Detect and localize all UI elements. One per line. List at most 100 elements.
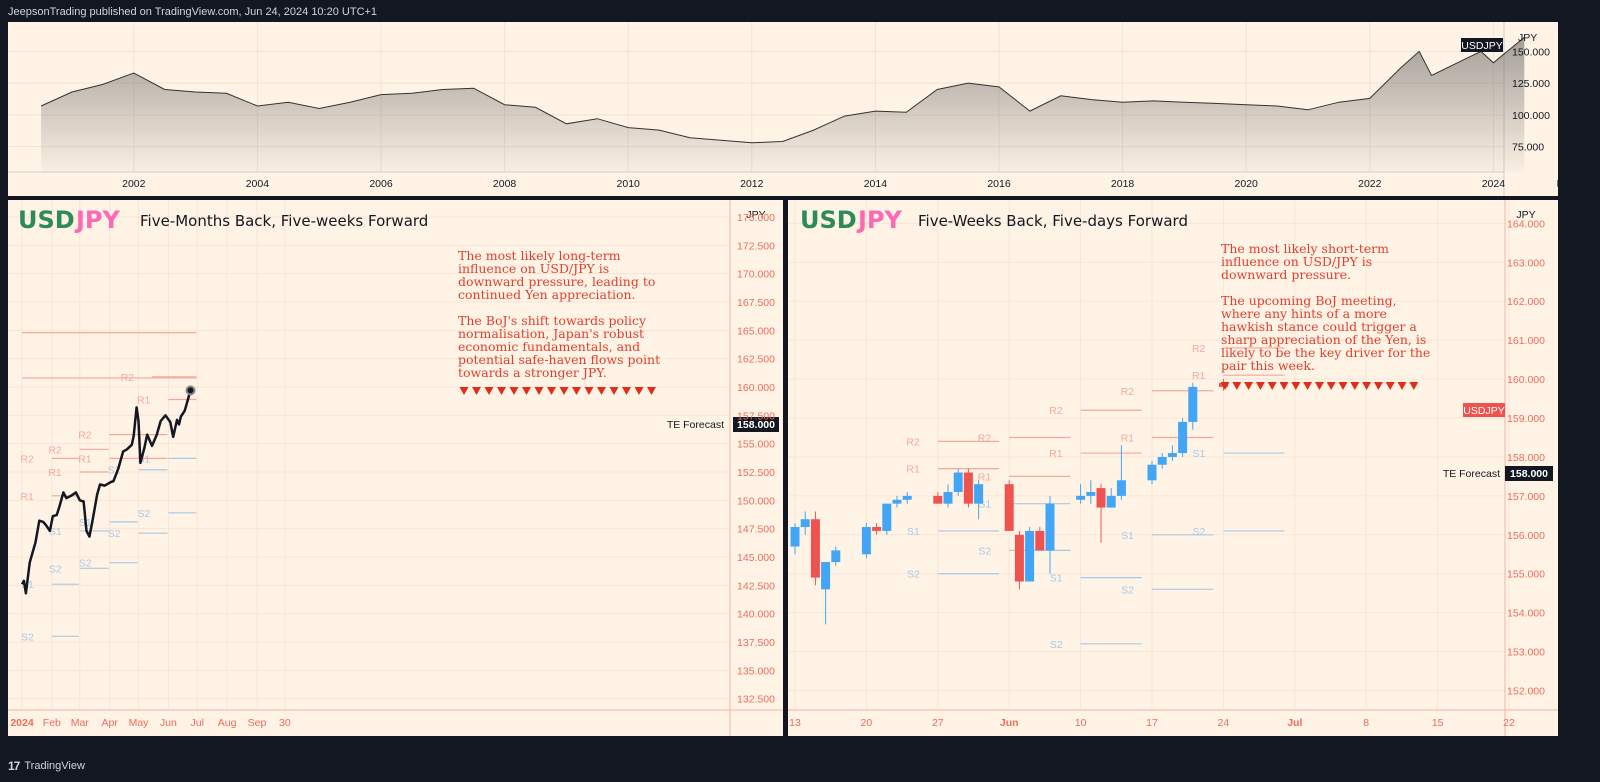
y-tick-label: 167.500 bbox=[737, 297, 775, 309]
daily-level-label: S1 bbox=[1121, 530, 1134, 542]
monthly-down-arrows bbox=[459, 387, 656, 395]
monthly-chart: USD JPY Five-Months Back, Five-weeks For… bbox=[8, 200, 783, 736]
monthly-down-arrow-icon bbox=[622, 387, 631, 395]
footer-brand: TradingView bbox=[24, 760, 85, 772]
daily-level-label: S1 bbox=[1193, 448, 1206, 460]
daily-down-arrow-icon bbox=[1279, 382, 1289, 390]
daily-currency-label: JPY bbox=[1516, 209, 1535, 221]
annotation-line: where any hints of a more bbox=[1221, 306, 1387, 321]
candle-up bbox=[1045, 503, 1055, 551]
daily-forecast-badge bbox=[1505, 466, 1553, 481]
candle-up bbox=[943, 491, 953, 504]
candle-up bbox=[953, 472, 963, 492]
y-tick-label: 142.500 bbox=[737, 580, 775, 592]
overview-x-tick: 2006 bbox=[369, 178, 393, 190]
monthly-down-arrow-icon bbox=[472, 387, 481, 395]
monthly-title-jpy: JPY bbox=[74, 206, 121, 234]
y-tick-label: 147.500 bbox=[737, 524, 775, 536]
overview-x-tick: 2012 bbox=[740, 178, 764, 190]
candle-up bbox=[902, 495, 912, 500]
monthly-level-label: S2 bbox=[108, 528, 121, 540]
daily-level-label: S2 bbox=[907, 569, 920, 581]
x-tick-label: 13 bbox=[789, 717, 801, 729]
annotation-line: continued Yen appreciation. bbox=[458, 287, 636, 302]
publisher-header: JeepsonTrading published on TradingView.… bbox=[8, 6, 378, 18]
x-tick-label: Jun bbox=[160, 717, 177, 729]
y-tick-label: 154.000 bbox=[1507, 608, 1545, 620]
candle-down bbox=[963, 472, 973, 504]
annotation-line: sharp appreciation of the Yen, is bbox=[1221, 332, 1426, 347]
candle-down bbox=[1004, 484, 1014, 531]
x-tick-label: Feb bbox=[43, 717, 61, 729]
monthly-level-label: R2 bbox=[20, 453, 34, 465]
daily-chart: USD JPY Five-Weeks Back, Five-days Forwa… bbox=[788, 200, 1558, 736]
x-tick-label: 30 bbox=[279, 717, 291, 729]
daily-forecast-label: TE Forecast bbox=[1443, 468, 1500, 480]
annotation-line: influence on USD/JPY is bbox=[1221, 254, 1372, 269]
y-tick-label: 150.000 bbox=[737, 495, 775, 507]
daily-level-label: R1 bbox=[1049, 448, 1063, 460]
monthly-level-label: S1 bbox=[49, 526, 62, 538]
daily-level-label: R1 bbox=[1121, 432, 1135, 444]
monthly-currency-label: JPY bbox=[746, 209, 765, 221]
candle-up bbox=[1178, 421, 1188, 454]
x-tick-label: Aug bbox=[218, 717, 237, 729]
overview-x-tick: 2002 bbox=[122, 178, 146, 190]
monthly-down-arrow-icon bbox=[509, 387, 519, 395]
y-tick-label: 160.000 bbox=[1507, 374, 1545, 386]
y-tick-label: 165.000 bbox=[737, 325, 775, 337]
overview-x-tick: 2018 bbox=[1111, 178, 1135, 190]
annotation-line: potential safe-haven flows point bbox=[458, 352, 660, 367]
annotation-line: The upcoming BoJ meeting, bbox=[1221, 293, 1397, 308]
x-tick-label: Apr bbox=[101, 717, 118, 729]
daily-title-jpy: JPY bbox=[856, 206, 903, 234]
candle-up bbox=[861, 527, 871, 555]
daily-level-label: S2 bbox=[1193, 526, 1206, 538]
daily-down-arrow-icon bbox=[1350, 382, 1360, 390]
y-tick-label: 172.500 bbox=[737, 240, 775, 252]
daily-level-label: R2 bbox=[978, 432, 992, 444]
y-tick-label: 137.500 bbox=[737, 637, 775, 649]
daily-down-arrow-icon bbox=[1303, 382, 1313, 390]
candle-up bbox=[1086, 491, 1096, 496]
x-tick-label: 24 bbox=[1218, 717, 1230, 729]
candle-up bbox=[1025, 530, 1035, 582]
y-tick-label: 135.000 bbox=[737, 665, 775, 677]
y-tick-label: 145.000 bbox=[737, 552, 775, 564]
candle-down bbox=[1014, 534, 1024, 582]
monthly-forecast-badge bbox=[733, 417, 779, 432]
annotation-line: likely to be the key driver for the bbox=[1221, 345, 1430, 360]
daily-background bbox=[788, 200, 1558, 736]
x-tick-label: 22 bbox=[1503, 717, 1515, 729]
candle-up bbox=[882, 503, 892, 531]
daily-level-label: R1 bbox=[978, 471, 992, 483]
overview-y-tick: 150.000 bbox=[1512, 46, 1550, 58]
overview-x-tick: 2010 bbox=[617, 178, 641, 190]
candle-up bbox=[1188, 386, 1198, 422]
monthly-down-arrow-icon bbox=[609, 387, 619, 395]
monthly-down-arrow-icon bbox=[597, 387, 606, 395]
y-tick-label: 132.500 bbox=[737, 694, 775, 706]
y-tick-label: 156.000 bbox=[1507, 530, 1545, 542]
x-tick-label: Mar bbox=[71, 717, 90, 729]
overview-symbol-badge bbox=[1461, 38, 1503, 52]
y-tick-label: 152.000 bbox=[1507, 686, 1545, 698]
y-tick-label: 175.000 bbox=[737, 212, 775, 224]
daily-level-label: R2 bbox=[1049, 405, 1063, 417]
candle-up bbox=[974, 484, 984, 504]
y-tick-label: 153.000 bbox=[1507, 647, 1545, 659]
annotation-line: downward pressure. bbox=[1221, 267, 1351, 282]
daily-title-usd: USD bbox=[800, 206, 857, 234]
monthly-level-label: R2 bbox=[78, 430, 92, 442]
y-tick-label: 155.000 bbox=[737, 439, 775, 451]
monthly-level-label: S2 bbox=[138, 508, 151, 520]
x-tick-label: Jun bbox=[1000, 717, 1019, 729]
x-tick-label: 10 bbox=[1075, 717, 1087, 729]
overview-x-tick: 2004 bbox=[246, 178, 270, 190]
daily-down-arrow-icon bbox=[1291, 382, 1301, 390]
y-tick-label: 170.000 bbox=[737, 269, 775, 281]
monthly-level-label: R1 bbox=[20, 491, 34, 503]
annotation-line: influence on USD/JPY is bbox=[458, 261, 609, 276]
daily-down-arrow-icon bbox=[1362, 382, 1372, 390]
